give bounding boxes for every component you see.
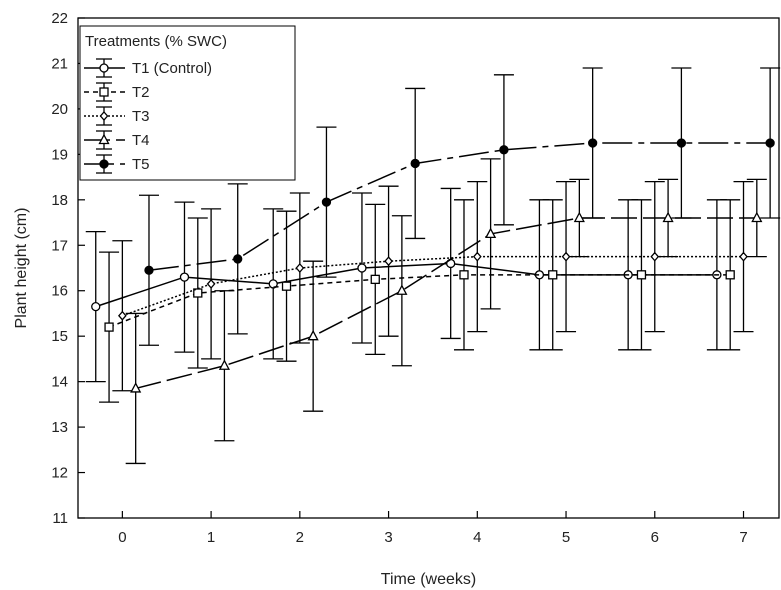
- x-tick-label: 6: [651, 529, 659, 546]
- series-line: [108, 274, 731, 328]
- data-point: [561, 251, 571, 262]
- data-point: [307, 329, 319, 341]
- x-tick-label: 2: [296, 529, 304, 546]
- data-point: [384, 256, 393, 267]
- data-point: [739, 251, 748, 262]
- data-point: [588, 138, 598, 148]
- data-point: [357, 263, 367, 273]
- legend-box: [79, 25, 296, 181]
- data-point: [370, 274, 380, 285]
- legend-label: T5: [132, 156, 150, 173]
- series-2: [99, 199, 741, 403]
- y-tick-label: 12: [51, 465, 68, 482]
- data-point: [118, 310, 127, 321]
- legend-label: T2: [132, 84, 150, 101]
- data-point: [233, 254, 243, 264]
- data-point: [268, 279, 278, 289]
- x-tick-label: 7: [739, 529, 747, 546]
- y-tick-label: 16: [51, 283, 68, 300]
- data-point: [218, 359, 230, 370]
- legend-marker: [99, 63, 109, 73]
- series-line: [148, 142, 771, 272]
- legend-marker: [98, 133, 110, 145]
- legend-label: T4: [132, 132, 150, 149]
- y-tick-label: 21: [51, 55, 68, 72]
- data-point: [396, 284, 408, 295]
- data-point: [765, 138, 775, 148]
- legend-marker: [99, 159, 109, 169]
- data-point: [130, 382, 142, 393]
- data-point: [485, 227, 497, 239]
- y-tick-label: 17: [51, 237, 68, 254]
- data-point: [725, 270, 735, 280]
- data-point: [548, 270, 558, 280]
- y-tick-label: 22: [51, 10, 68, 27]
- data-point: [676, 138, 687, 148]
- legend-label: T1 (Control): [132, 60, 212, 77]
- x-tick-label: 0: [118, 529, 126, 546]
- y-axis-title: Plant height (cm): [13, 208, 30, 329]
- data-point: [751, 211, 763, 223]
- y-tick-label: 19: [51, 146, 68, 163]
- x-tick-label: 3: [384, 529, 392, 546]
- legend-marker: [99, 111, 109, 121]
- data-point: [650, 251, 660, 262]
- data-point: [206, 278, 216, 289]
- data-point: [281, 281, 292, 291]
- series-line: [135, 217, 757, 390]
- data-point: [104, 322, 114, 332]
- y-tick-label: 18: [51, 192, 68, 209]
- series-4: [125, 158, 767, 465]
- y-tick-label: 15: [51, 328, 68, 345]
- data-point: [499, 145, 509, 155]
- y-tick-label: 20: [51, 101, 68, 118]
- plot-frame: [77, 17, 780, 519]
- legend-title: Treatments (% SWC): [85, 33, 227, 50]
- data-point: [410, 158, 420, 169]
- x-tick-label: 4: [473, 529, 481, 546]
- series-3: [112, 180, 754, 392]
- y-tick-label: 13: [51, 419, 68, 436]
- data-point: [179, 272, 190, 282]
- data-point: [459, 270, 469, 280]
- data-point: [662, 211, 674, 223]
- legend-label: T3: [132, 108, 150, 125]
- data-point: [144, 265, 154, 275]
- data-point: [472, 251, 482, 262]
- y-tick-label: 11: [52, 510, 68, 527]
- x-tick-label: 1: [207, 529, 215, 546]
- legend: Treatments (% SWC) T1 (Control) T2 T3 T4 T5: [79, 25, 296, 181]
- y-tick-label: 14: [51, 374, 68, 391]
- series-line: [95, 262, 717, 308]
- x-axis-title: Time (weeks): [381, 571, 476, 588]
- data-point: [636, 270, 647, 280]
- series-5: [138, 67, 781, 346]
- data-point: [91, 301, 101, 312]
- data-point: [295, 263, 305, 273]
- series-line: [122, 255, 744, 317]
- data-point: [573, 211, 585, 223]
- data-point: [321, 197, 332, 207]
- legend-marker: [99, 87, 109, 97]
- x-tick-label: 5: [562, 529, 570, 546]
